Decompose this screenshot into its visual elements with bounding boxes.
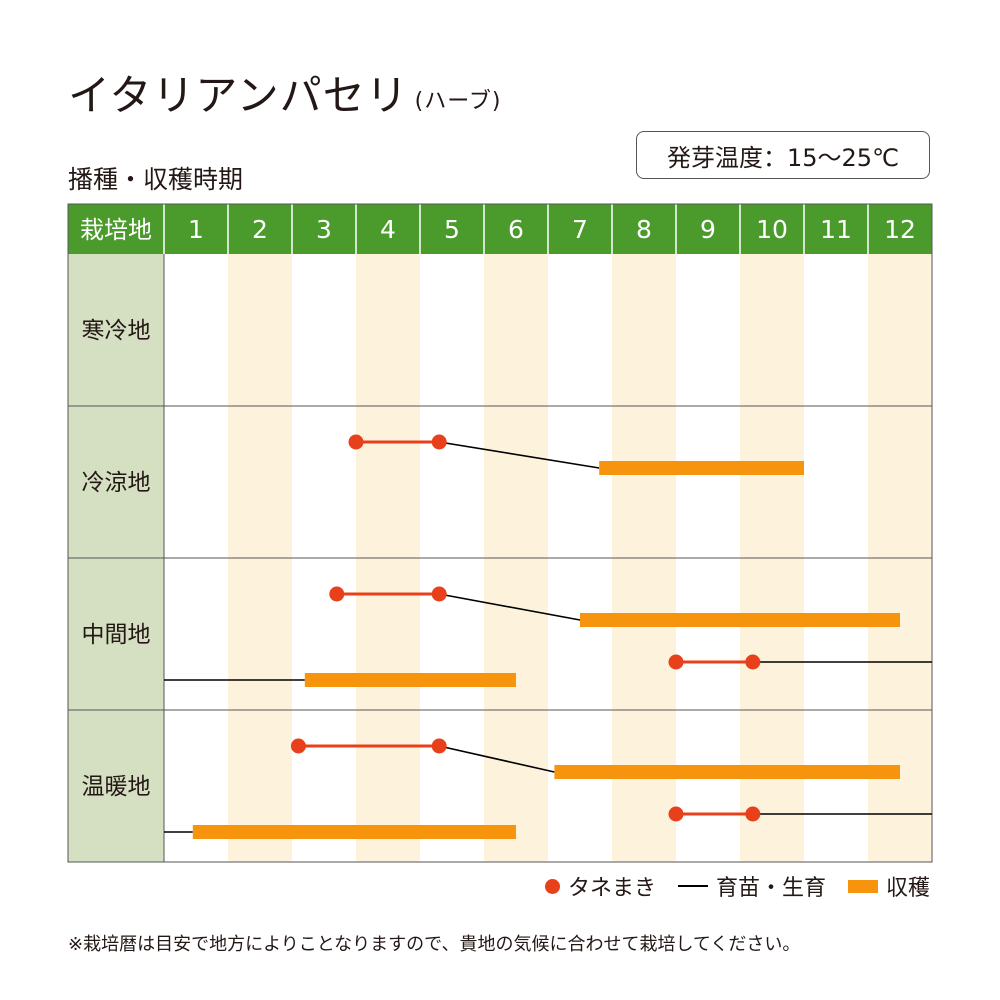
month-tick-label-8: 8 xyxy=(636,215,652,244)
harvest-bar xyxy=(580,613,900,627)
region-label-2: 冷涼地 xyxy=(82,470,151,496)
sowing-dot-end xyxy=(745,654,761,670)
region-label-4: 温暖地 xyxy=(82,774,151,800)
month-tick-label-6: 6 xyxy=(508,215,524,244)
sowing-dot-start xyxy=(290,738,306,754)
page-title: イタリアンパセリ (ハーブ) xyxy=(68,62,502,123)
legend-label-sowing: タネまき xyxy=(567,876,656,901)
corner-label: 栽培地 xyxy=(80,216,152,244)
legend-label-harvest: 収穫 xyxy=(885,876,930,901)
chart-subtitle: 播種・収穫時期 xyxy=(68,165,244,194)
month-tick-label-4: 4 xyxy=(380,215,396,244)
harvest-bar-icon xyxy=(847,879,878,893)
footnote: ※栽培暦は目安で地方によりことなりますので、貴地の気候に合わせて栽培してください… xyxy=(68,934,801,955)
sowing-dot-start xyxy=(668,654,684,670)
germination-temperature-badge: 発芽温度：15〜25℃ xyxy=(636,131,930,179)
sowing-dot-end xyxy=(745,806,761,822)
sowing-dot-end xyxy=(431,738,447,754)
growing-line xyxy=(439,745,555,773)
germination-temperature-text: 発芽温度：15〜25℃ xyxy=(666,143,900,172)
growing-line xyxy=(439,441,600,469)
harvest-bar-carryover xyxy=(192,825,517,839)
month-tick-label-11: 11 xyxy=(820,215,852,244)
month-tick-label-5: 5 xyxy=(444,215,460,244)
title-main: イタリアンパセリ xyxy=(68,71,409,120)
sowing-dot-icon xyxy=(544,878,560,894)
region-label-1: 寒冷地 xyxy=(82,318,151,344)
growing-line-icon xyxy=(677,885,708,887)
region-label-3: 中間地 xyxy=(82,622,151,648)
sowing-dot-start xyxy=(668,806,684,822)
legend-label-growing: 育苗・生育 xyxy=(715,876,826,901)
grid-frame xyxy=(67,203,933,863)
month-tick-label-12: 12 xyxy=(884,215,916,244)
harvest-bar xyxy=(599,461,804,475)
harvest-bar xyxy=(554,765,900,779)
growing-line xyxy=(439,593,581,621)
sowing-dot-end xyxy=(431,434,447,450)
sowing-dot-start xyxy=(329,586,345,602)
month-tick-label-7: 7 xyxy=(572,215,588,244)
month-tick-label-10: 10 xyxy=(756,215,788,244)
legend-item-growing: 育苗・生育 xyxy=(677,870,826,902)
sowing-dot-end xyxy=(431,586,447,602)
title-sub: (ハーブ) xyxy=(414,89,502,114)
month-header-bar xyxy=(68,204,932,254)
month-tick-label-3: 3 xyxy=(316,215,332,244)
legend: タネまき 育苗・生育 収穫 xyxy=(544,870,930,902)
legend-item-harvest: 収穫 xyxy=(847,870,930,902)
harvest-bar-carryover xyxy=(304,673,516,687)
month-tick-label-9: 9 xyxy=(700,215,716,244)
sowing-dot-start xyxy=(348,434,364,450)
month-tick-label-2: 2 xyxy=(252,215,268,244)
month-tick-label-1: 1 xyxy=(188,215,204,244)
legend-item-sowing: タネまき xyxy=(544,870,656,902)
